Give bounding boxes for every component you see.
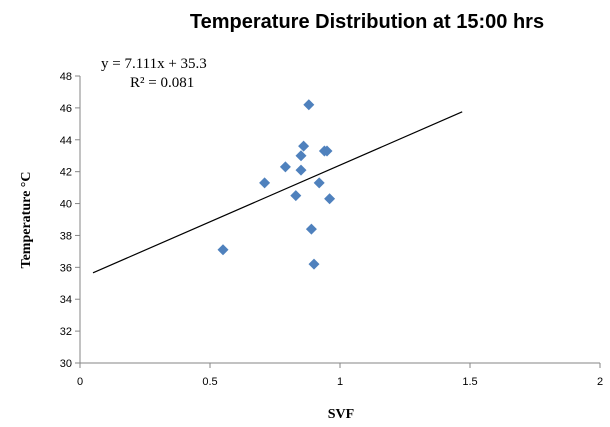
data-point-marker — [217, 244, 229, 256]
data-point-marker — [279, 161, 291, 173]
y-axis-ticks: 30 32 34 36 38 40 42 44 46 48 — [60, 71, 80, 370]
x-tick-label: 0 — [77, 376, 83, 388]
x-axis-label: SVF — [328, 407, 354, 422]
trendline-r-squared: R² = 0.081 — [130, 75, 194, 91]
y-tick-label: 44 — [60, 135, 72, 147]
y-tick-label: 30 — [60, 358, 72, 370]
data-point-marker — [324, 193, 336, 205]
trendline-equation: y = 7.111x + 35.3 — [101, 56, 207, 72]
x-tick-label: 1 — [337, 376, 343, 388]
x-tick-label: 1.5 — [462, 376, 477, 388]
data-point-marker — [295, 164, 307, 176]
linear-trendline — [92, 111, 463, 274]
data-point-marker — [313, 177, 325, 189]
data-points — [217, 99, 336, 270]
y-tick-label: 34 — [60, 294, 72, 306]
y-tick-label: 38 — [60, 230, 72, 242]
y-tick-label: 46 — [60, 103, 72, 115]
data-point-marker — [305, 223, 317, 235]
data-point-marker — [298, 140, 310, 152]
data-point-marker — [303, 99, 315, 111]
data-point-marker — [290, 190, 302, 202]
y-tick-label: 48 — [60, 71, 72, 83]
data-point-marker — [321, 145, 333, 157]
y-tick-label: 36 — [60, 262, 72, 274]
data-point-marker — [308, 258, 320, 270]
chart-title: Temperature Distribution at 15:00 hrs — [190, 11, 544, 33]
y-axis-label: Temperature °C — [19, 172, 34, 269]
x-tick-label: 2 — [597, 376, 603, 388]
x-tick-label: 0.5 — [202, 376, 217, 388]
y-tick-label: 32 — [60, 326, 72, 338]
data-point-marker — [259, 177, 271, 189]
y-tick-label: 40 — [60, 199, 72, 211]
x-axis-ticks: 0 0.5 1 1.5 2 — [77, 363, 603, 388]
y-tick-label: 42 — [60, 167, 72, 179]
data-point-marker — [295, 150, 307, 162]
